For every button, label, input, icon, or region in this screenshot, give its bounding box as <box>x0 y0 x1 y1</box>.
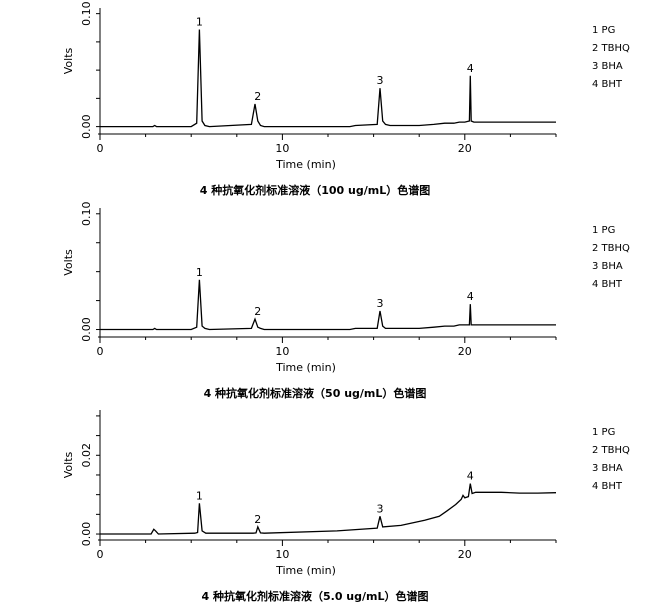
legend-entry: 3 BHA <box>592 61 623 72</box>
x-tick-label: 10 <box>275 548 289 561</box>
x-tick-label: 10 <box>275 142 289 155</box>
x-tick-label: 10 <box>275 345 289 358</box>
legend-entry: 3 BHA <box>592 261 623 272</box>
chromatogram-trace <box>100 483 557 535</box>
y-axis-label: Volts <box>62 249 75 276</box>
legend-entry: 1 PG <box>592 25 615 36</box>
y-tick-label: 0.10 <box>80 202 93 227</box>
legend-entry: 4 BHT <box>592 481 623 492</box>
legend-entry: 2 TBHQ <box>592 43 630 54</box>
chart-panel-1: 0 10 20 0.00 0.10 Volts Time (min) 1 2 3 4 1 PG 2 TB… <box>62 1 630 197</box>
peak-label: 4 <box>467 470 474 483</box>
peak-label: 1 <box>196 489 203 502</box>
y-tick-label: 0.00 <box>80 114 93 139</box>
peak-label: 3 <box>376 502 383 515</box>
chromatogram-trace <box>100 279 556 331</box>
peak-label: 2 <box>254 513 261 526</box>
y-tick-label: 0.02 <box>80 443 93 468</box>
chart-panel-3: 0 10 20 0.00 0.02 Volts Time (min) 1 2 3 4 1 PG 2 TB… <box>62 410 630 603</box>
x-tick-label: 0 <box>97 548 104 561</box>
chart-panel-2: 0 10 20 0.00 0.10 Volts Time (min) 1 2 3 4 1 PG 2 TB… <box>62 202 630 400</box>
peak-label: 1 <box>196 266 203 279</box>
legend-entry: 1 PG <box>592 225 615 236</box>
chart-caption: 4 种抗氧化剂标准溶液（100 ug/mL）色谱图 <box>200 183 430 197</box>
peak-label: 4 <box>467 62 474 75</box>
peak-label: 3 <box>376 297 383 310</box>
legend-entry: 4 BHT <box>592 79 623 90</box>
x-axis-label: Time (min) <box>275 158 336 171</box>
y-tick-label: 0.10 <box>80 1 93 26</box>
peak-label: 2 <box>254 90 261 103</box>
x-tick-label: 20 <box>458 142 472 155</box>
peak-label: 1 <box>196 15 203 28</box>
x-tick-label: 0 <box>97 345 104 358</box>
x-tick-label: 20 <box>458 548 472 561</box>
y-tick-label: 0.00 <box>80 317 93 342</box>
peak-label: 4 <box>467 290 474 303</box>
x-tick-label: 20 <box>458 345 472 358</box>
legend-entry: 2 TBHQ <box>592 243 630 254</box>
x-axis-label: Time (min) <box>275 361 336 374</box>
peak-label: 2 <box>254 305 261 318</box>
legend-entry: 2 TBHQ <box>592 445 630 456</box>
x-axis-label: Time (min) <box>275 564 336 577</box>
peak-label: 3 <box>376 74 383 87</box>
x-tick-label: 0 <box>97 142 104 155</box>
chart-caption: 4 种抗氧化剂标准溶液（5.0 ug/mL）色谱图 <box>202 589 429 603</box>
legend-entry: 4 BHT <box>592 279 623 290</box>
chromatogram-trace <box>100 29 556 128</box>
chart-caption: 4 种抗氧化剂标准溶液（50 ug/mL）色谱图 <box>204 386 427 400</box>
legend-entry: 1 PG <box>592 427 615 438</box>
legend-entry: 3 BHA <box>592 463 623 474</box>
y-axis-label: Volts <box>62 47 75 74</box>
y-tick-label: 0.00 <box>80 522 93 547</box>
y-axis-label: Volts <box>62 451 75 478</box>
